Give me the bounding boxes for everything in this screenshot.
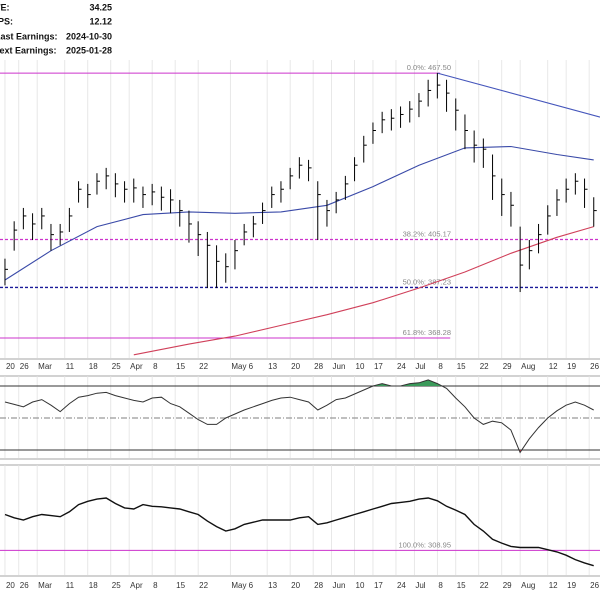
x-tick-label: 20: [6, 362, 15, 371]
x-tick-label: 26: [20, 581, 29, 590]
level-label: 38.2%: 405.17: [403, 230, 451, 239]
x-tick-label: 15: [176, 581, 185, 590]
x-tick-label: 20: [6, 581, 15, 590]
x-tick-label: 24: [397, 581, 406, 590]
header-value: 12.12: [89, 16, 112, 26]
indicator-line: [4, 497, 594, 567]
level-label: 50.0%: 387.23: [403, 277, 451, 286]
indicator-line: [4, 379, 594, 454]
x-tick-label: 26: [590, 581, 599, 590]
header-value: 2024-10-30: [66, 31, 112, 41]
x-tick-label: 13: [268, 362, 277, 371]
x-tick-label: May 6: [231, 362, 253, 371]
x-tick-label: Jun: [333, 581, 346, 590]
header-label: Last Earnings:: [0, 31, 58, 41]
x-tick-label: 17: [374, 581, 383, 590]
header-label: P/E:: [0, 2, 10, 12]
x-tick-label: 28: [314, 581, 323, 590]
x-tick-label: 19: [567, 362, 576, 371]
x-tick-label: Apr: [130, 581, 143, 590]
x-tick-label: 29: [503, 362, 512, 371]
x-tick-label: 25: [112, 581, 121, 590]
level-label: 0.0%: 467.50: [407, 63, 451, 72]
x-tick-label: 11: [66, 581, 75, 590]
x-tick-label: 29: [503, 581, 512, 590]
x-tick-label: Apr: [130, 362, 143, 371]
x-tick-label: 26: [590, 362, 599, 371]
x-tick-label: 12: [549, 581, 558, 590]
x-tick-label: 19: [567, 581, 576, 590]
header-label: EPS:: [0, 16, 13, 26]
x-tick-label: 22: [480, 581, 489, 590]
x-tick-label: 8: [153, 581, 158, 590]
x-tick-label: Jul: [415, 362, 425, 371]
x-tick-label: Jul: [415, 581, 425, 590]
header-value: 2025-01-28: [66, 45, 112, 55]
x-tick-label: 22: [199, 581, 208, 590]
x-tick-label: 20: [291, 581, 300, 590]
indicator-line: [133, 226, 594, 356]
x-tick-label: 15: [457, 581, 466, 590]
x-tick-label: 8: [438, 362, 443, 371]
x-tick-label: 13: [268, 581, 277, 590]
x-tick-label: 12: [549, 362, 558, 371]
x-tick-label: 22: [199, 362, 208, 371]
x-tick-label: 22: [480, 362, 489, 371]
x-tick-label: May 6: [231, 581, 253, 590]
x-tick-label: 17: [374, 362, 383, 371]
x-tick-label: 28: [314, 362, 323, 371]
x-tick-label: Jun: [333, 362, 346, 371]
level-label: 100.0%: 308.95: [398, 540, 451, 549]
x-tick-label: 24: [397, 362, 406, 371]
level-fill: [5, 379, 594, 386]
x-tick-label: 20: [291, 362, 300, 371]
header-value: 34.25: [89, 2, 112, 12]
x-tick-label: 11: [66, 362, 75, 371]
indicator-line: [437, 72, 600, 118]
x-tick-label: 10: [356, 362, 365, 371]
x-tick-label: 10: [356, 581, 365, 590]
level-label: 61.8%: 368.28: [403, 328, 451, 337]
x-tick-label: Mar: [38, 581, 52, 590]
x-tick-label: 15: [457, 362, 466, 371]
x-tick-label: 18: [89, 581, 98, 590]
x-tick-label: 26: [20, 362, 29, 371]
header: P/E: 34.25 EPS: 12.12 Last Earnings: 202…: [0, 2, 112, 55]
x-tick-label: Mar: [38, 362, 52, 371]
x-tick-label: 25: [112, 362, 121, 371]
x-tick-label: Aug: [521, 581, 535, 590]
x-tick-label: 15: [176, 362, 185, 371]
indicator-line: [4, 145, 594, 281]
header-label: Next Earnings:: [0, 45, 57, 55]
x-tick-label: Aug: [521, 362, 535, 371]
x-tick-label: 18: [89, 362, 98, 371]
x-tick-label: 8: [438, 581, 443, 590]
x-tick-label: 8: [153, 362, 158, 371]
level-fill: [5, 450, 594, 453]
